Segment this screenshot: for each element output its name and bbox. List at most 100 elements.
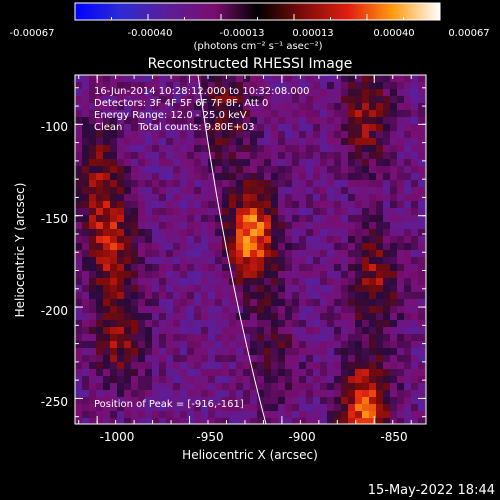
heatmap-cell bbox=[103, 194, 110, 201]
heatmap-cell bbox=[299, 187, 306, 194]
heatmap-cell bbox=[82, 306, 89, 313]
heatmap-cell bbox=[250, 250, 257, 257]
heatmap-cell bbox=[166, 187, 173, 194]
heatmap-cell bbox=[299, 229, 306, 236]
heatmap-cell bbox=[180, 208, 187, 215]
heatmap-cell bbox=[418, 341, 425, 348]
heatmap-cell bbox=[327, 236, 334, 243]
heatmap-cell bbox=[355, 96, 362, 103]
heatmap-cell bbox=[383, 313, 390, 320]
heatmap-cell bbox=[390, 229, 397, 236]
heatmap-cell bbox=[250, 285, 257, 292]
heatmap-cell bbox=[131, 376, 138, 383]
heatmap-cell bbox=[215, 180, 222, 187]
heatmap-cell bbox=[278, 285, 285, 292]
heatmap-cell bbox=[313, 257, 320, 264]
heatmap-cell bbox=[327, 96, 334, 103]
heatmap-cell bbox=[327, 229, 334, 236]
heatmap-cell bbox=[334, 334, 341, 341]
heatmap-cell bbox=[89, 285, 96, 292]
heatmap-cell bbox=[397, 390, 404, 397]
heatmap-cell bbox=[229, 89, 236, 96]
heatmap-cell bbox=[327, 327, 334, 334]
heatmap-cell bbox=[264, 390, 271, 397]
heatmap-cell bbox=[341, 208, 348, 215]
heatmap-cell bbox=[341, 390, 348, 397]
heatmap-cell bbox=[187, 257, 194, 264]
heatmap-cell bbox=[173, 229, 180, 236]
heatmap-cell bbox=[355, 320, 362, 327]
heatmap-cell bbox=[180, 243, 187, 250]
heatmap-cell bbox=[208, 327, 215, 334]
heatmap-cell bbox=[404, 271, 411, 278]
heatmap-cell bbox=[173, 89, 180, 96]
heatmap-cell bbox=[390, 327, 397, 334]
heatmap-cell bbox=[397, 138, 404, 145]
heatmap-cell bbox=[348, 243, 355, 250]
heatmap-cell bbox=[159, 236, 166, 243]
heatmap-cell bbox=[257, 138, 264, 145]
heatmap-cell bbox=[145, 250, 152, 257]
heatmap-cell bbox=[341, 145, 348, 152]
heatmap-cell bbox=[75, 411, 82, 418]
heatmap-cell bbox=[390, 285, 397, 292]
heatmap-cell bbox=[348, 89, 355, 96]
heatmap-cell bbox=[222, 215, 229, 222]
heatmap-cell bbox=[180, 285, 187, 292]
heatmap-cell bbox=[362, 96, 369, 103]
heatmap-cell bbox=[222, 411, 229, 418]
heatmap-cell bbox=[320, 390, 327, 397]
heatmap-cell bbox=[222, 173, 229, 180]
heatmap-cell bbox=[159, 173, 166, 180]
heatmap-cell bbox=[292, 292, 299, 299]
heatmap-cell bbox=[341, 369, 348, 376]
heatmap-cell bbox=[187, 145, 194, 152]
heatmap-cell bbox=[327, 250, 334, 257]
heatmap-cell bbox=[194, 194, 201, 201]
heatmap-cell bbox=[215, 299, 222, 306]
heatmap-cell bbox=[250, 355, 257, 362]
heatmap-cell bbox=[75, 299, 82, 306]
heatmap-cell bbox=[110, 306, 117, 313]
heatmap-cell bbox=[404, 383, 411, 390]
heatmap-cell bbox=[89, 264, 96, 271]
heatmap-cell bbox=[278, 250, 285, 257]
heatmap-cell bbox=[327, 117, 334, 124]
heatmap-cell bbox=[180, 201, 187, 208]
heatmap-cell bbox=[215, 320, 222, 327]
heatmap-cell bbox=[194, 334, 201, 341]
heatmap-cell bbox=[264, 348, 271, 355]
heatmap-cell bbox=[397, 257, 404, 264]
heatmap-cell bbox=[376, 376, 383, 383]
heatmap-cell bbox=[390, 166, 397, 173]
heatmap-cell bbox=[75, 404, 82, 411]
heatmap-cell bbox=[264, 131, 271, 138]
heatmap-cell bbox=[250, 383, 257, 390]
heatmap-cell bbox=[383, 117, 390, 124]
heatmap-cell bbox=[348, 411, 355, 418]
heatmap-cell bbox=[327, 110, 334, 117]
heatmap-cell bbox=[159, 180, 166, 187]
heatmap-cell bbox=[320, 236, 327, 243]
heatmap-cell bbox=[278, 201, 285, 208]
heatmap-cell bbox=[313, 201, 320, 208]
heatmap-cell bbox=[299, 334, 306, 341]
heatmap-cell bbox=[243, 306, 250, 313]
heatmap-cell bbox=[180, 110, 187, 117]
heatmap-cell bbox=[390, 383, 397, 390]
heatmap-cell bbox=[306, 173, 313, 180]
heatmap-cell bbox=[180, 327, 187, 334]
heatmap-cell bbox=[355, 201, 362, 208]
heatmap-cell bbox=[222, 208, 229, 215]
colorbar-ticks bbox=[74, 14, 441, 20]
heatmap-cell bbox=[194, 166, 201, 173]
heatmap-cell bbox=[376, 96, 383, 103]
heatmap-cell bbox=[166, 75, 173, 82]
heatmap-cell bbox=[187, 89, 194, 96]
heatmap-cell bbox=[250, 348, 257, 355]
heatmap-cell bbox=[390, 418, 397, 424]
heatmap-cell bbox=[138, 327, 145, 334]
heatmap-cell bbox=[229, 208, 236, 215]
heatmap-cell bbox=[278, 264, 285, 271]
heatmap-cell bbox=[376, 404, 383, 411]
